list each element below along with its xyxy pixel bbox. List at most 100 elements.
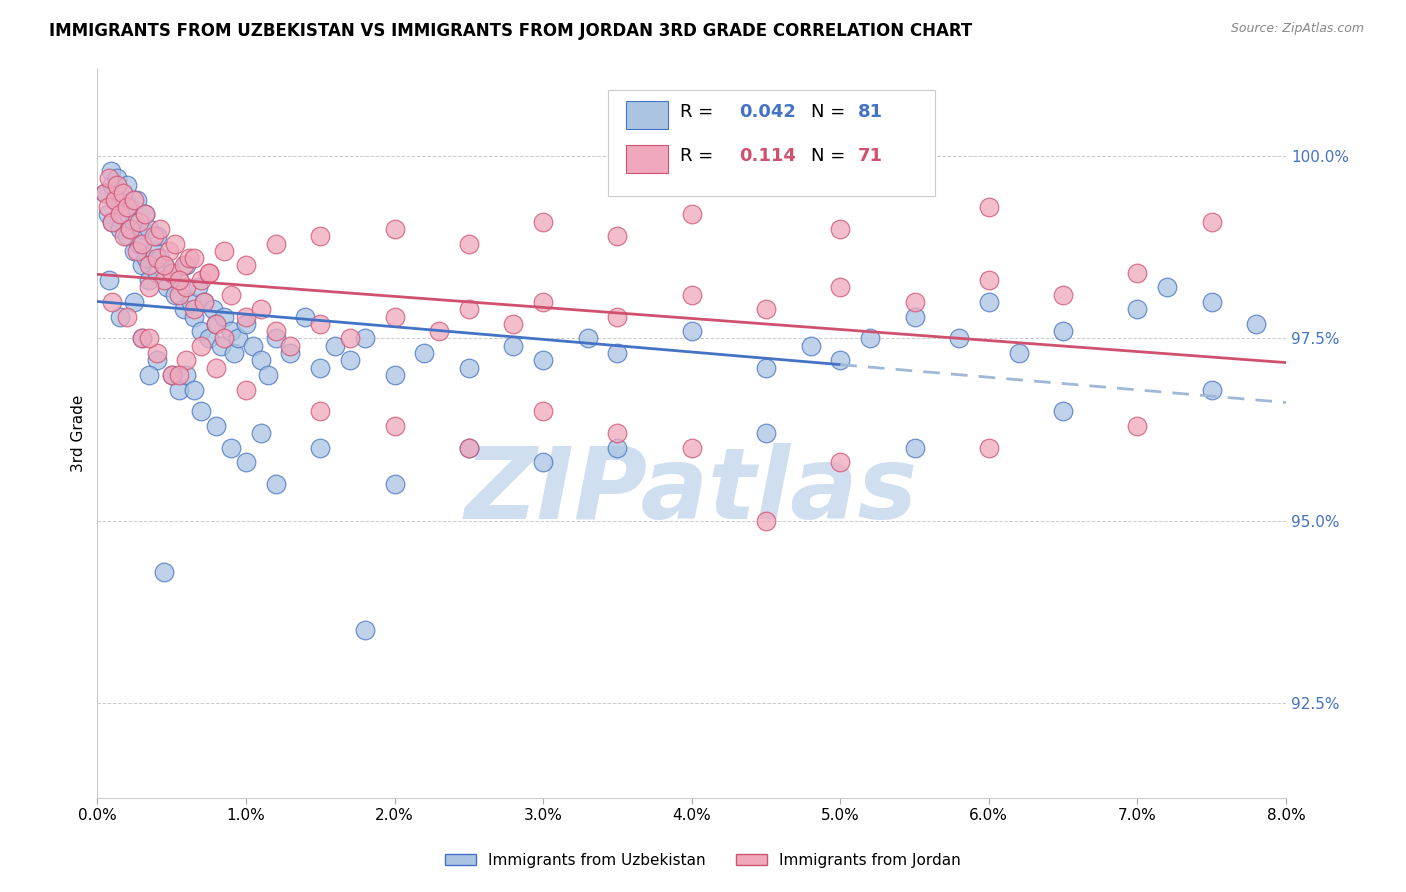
Bar — [626, 102, 668, 129]
Point — [153, 259, 176, 273]
Point — [167, 383, 190, 397]
Point — [108, 207, 131, 221]
Point — [457, 236, 479, 251]
Point — [681, 287, 703, 301]
Point — [156, 280, 179, 294]
Point — [104, 193, 127, 207]
Point — [108, 310, 131, 324]
Point — [249, 426, 271, 441]
Point — [264, 331, 287, 345]
Point — [190, 339, 212, 353]
Point — [830, 353, 852, 368]
Point — [977, 200, 1000, 214]
Point — [413, 346, 436, 360]
Text: N =: N = — [810, 147, 845, 165]
Point — [111, 186, 134, 200]
Point — [167, 273, 190, 287]
Text: R =: R = — [679, 103, 718, 121]
Point — [146, 266, 169, 280]
Point — [681, 324, 703, 338]
Point — [167, 273, 190, 287]
Point — [167, 287, 190, 301]
Point — [205, 317, 228, 331]
Point — [157, 244, 180, 258]
Point — [153, 273, 176, 287]
Point — [118, 222, 141, 236]
Point — [197, 266, 219, 280]
Point — [457, 302, 479, 317]
Point — [160, 368, 183, 382]
Point — [353, 624, 375, 638]
Point — [606, 426, 628, 441]
Point — [138, 280, 160, 294]
Point — [124, 215, 146, 229]
Point — [948, 331, 970, 345]
Point — [197, 266, 219, 280]
Point — [1126, 302, 1149, 317]
Point — [160, 266, 183, 280]
Y-axis label: 3rd Grade: 3rd Grade — [72, 394, 86, 472]
Point — [606, 310, 628, 324]
Point — [134, 207, 156, 221]
Point — [755, 302, 778, 317]
Point — [167, 368, 190, 382]
Point — [176, 353, 198, 368]
Point — [755, 360, 778, 375]
Point — [212, 331, 235, 345]
Point — [190, 324, 212, 338]
Point — [112, 207, 135, 221]
Point — [108, 222, 131, 236]
Point — [190, 273, 212, 287]
Point — [219, 324, 242, 338]
Point — [142, 244, 165, 258]
Point — [977, 441, 1000, 455]
Point — [105, 170, 128, 185]
Point — [1126, 266, 1149, 280]
Point — [131, 236, 153, 251]
Point — [339, 353, 361, 368]
Point — [180, 295, 202, 310]
Point — [118, 222, 141, 236]
Point — [681, 441, 703, 455]
Point — [115, 310, 138, 324]
Point — [138, 273, 160, 287]
Point — [457, 360, 479, 375]
Point — [98, 273, 121, 287]
Point — [149, 251, 172, 265]
Point — [131, 259, 153, 273]
Point — [235, 259, 257, 273]
Point — [128, 236, 150, 251]
Point — [309, 229, 332, 244]
Point — [138, 222, 160, 236]
Point — [105, 178, 128, 193]
Point — [128, 215, 150, 229]
Point — [190, 404, 212, 418]
Point — [249, 353, 271, 368]
Point — [280, 339, 302, 353]
Point — [830, 455, 852, 469]
Point — [977, 295, 1000, 310]
Point — [111, 186, 134, 200]
Point — [124, 295, 146, 310]
Point — [531, 295, 554, 310]
Point — [859, 331, 882, 345]
Point — [830, 280, 852, 294]
Point — [1201, 215, 1223, 229]
Point — [384, 310, 406, 324]
Point — [309, 441, 332, 455]
Point — [531, 455, 554, 469]
Point — [101, 178, 124, 193]
Point — [115, 178, 138, 193]
Text: 81: 81 — [858, 103, 883, 121]
Point — [903, 295, 925, 310]
Point — [101, 215, 124, 229]
Point — [146, 229, 169, 244]
Point — [1244, 317, 1267, 331]
Point — [219, 441, 242, 455]
Point — [149, 222, 172, 236]
Point — [108, 200, 131, 214]
Text: Source: ZipAtlas.com: Source: ZipAtlas.com — [1230, 22, 1364, 36]
Point — [212, 244, 235, 258]
Point — [606, 346, 628, 360]
Point — [205, 360, 228, 375]
